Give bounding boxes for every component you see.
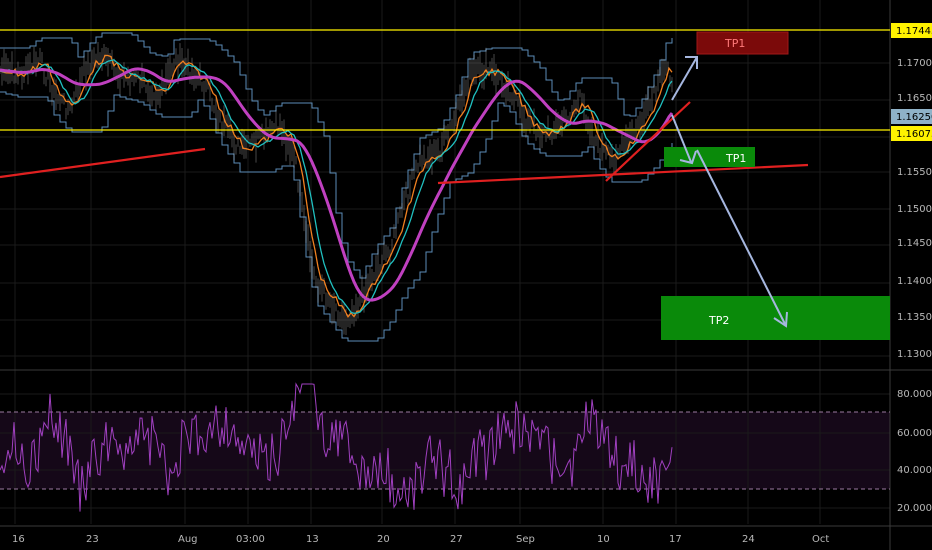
arrow-up[interactable] <box>671 56 698 101</box>
trendlines[interactable] <box>0 101 809 185</box>
price-tick: 1.14000 <box>897 276 932 287</box>
sma-slow-line <box>0 67 674 302</box>
time-tick: Sep <box>516 534 535 545</box>
price-tick: 1.13500 <box>897 312 932 323</box>
arrow-down-short[interactable] <box>671 114 692 163</box>
rsi-axis[interactable]: 80.0000 60.0000 40.0000 20.0000 <box>897 389 932 514</box>
time-tick: 20 <box>377 534 390 545</box>
svg-text:1.17445: 1.17445 <box>896 26 932 37</box>
price-tick: 1.13000 <box>897 349 932 360</box>
time-tick: 10 <box>597 534 610 545</box>
time-axis[interactable]: 16 23 Aug 03:00 13 20 27 Sep 10 17 24 Oc… <box>12 534 829 545</box>
time-tick: 23 <box>86 534 99 545</box>
price-channel <box>0 32 673 342</box>
svg-text:1.16073: 1.16073 <box>896 129 932 140</box>
arrow-down-long[interactable] <box>696 149 786 325</box>
price-tick: 1.16500 <box>897 93 932 104</box>
arrowhead-up <box>685 56 698 69</box>
grid <box>0 0 890 524</box>
time-tick: Oct <box>812 534 829 545</box>
time-tick: Aug <box>178 534 198 545</box>
price-tick: 1.17000 <box>897 58 932 69</box>
rsi-tick: 80.0000 <box>897 389 932 400</box>
time-tick: 16 <box>12 534 25 545</box>
price-tag-last: 1.16250 <box>891 109 932 124</box>
price-axis[interactable]: 1.17000 1.16500 1.15500 1.15000 1.14500 … <box>897 58 932 360</box>
arrowhead-down-long <box>773 311 788 328</box>
time-tick: 03:00 <box>236 534 265 545</box>
price-tag-resistance: 1.17445 <box>891 23 932 38</box>
projection-arrows[interactable] <box>671 56 788 328</box>
target-box-tp1-green[interactable]: TP1 <box>664 147 755 167</box>
price-tick: 1.15000 <box>897 204 932 215</box>
price-tick: 1.15500 <box>897 167 932 178</box>
rsi-tick: 60.0000 <box>897 428 932 439</box>
arrowhead-down-short <box>679 150 697 165</box>
channel-upper <box>0 32 673 279</box>
trendline-rising[interactable] <box>605 101 691 182</box>
channel-lower <box>0 91 673 342</box>
rsi-tick: 40.0000 <box>897 465 932 476</box>
time-tick: 24 <box>742 534 755 545</box>
time-tick: 17 <box>669 534 682 545</box>
svg-text:1.16250: 1.16250 <box>896 112 932 123</box>
trendline-left[interactable] <box>0 147 206 179</box>
target-label: TP1 <box>724 37 745 50</box>
time-tick: 27 <box>450 534 463 545</box>
price-tag-support: 1.16073 <box>891 126 932 141</box>
trendline-neckline[interactable] <box>437 163 809 185</box>
target-box-tp1-sell-red[interactable]: TP1 <box>696 31 789 55</box>
target-label: TP2 <box>708 314 729 327</box>
time-tick: 13 <box>306 534 319 545</box>
rsi-line <box>0 382 673 512</box>
rsi-tick: 20.0000 <box>897 503 932 514</box>
target-label: TP1 <box>725 152 746 165</box>
price-tick: 1.14500 <box>897 238 932 249</box>
